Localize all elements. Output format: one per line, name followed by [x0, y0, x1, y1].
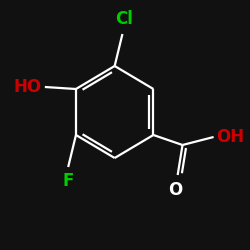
Text: Cl: Cl — [116, 10, 133, 28]
Text: OH: OH — [216, 128, 245, 146]
Text: HO: HO — [14, 78, 42, 96]
Text: F: F — [62, 172, 74, 190]
Text: O: O — [168, 181, 183, 199]
